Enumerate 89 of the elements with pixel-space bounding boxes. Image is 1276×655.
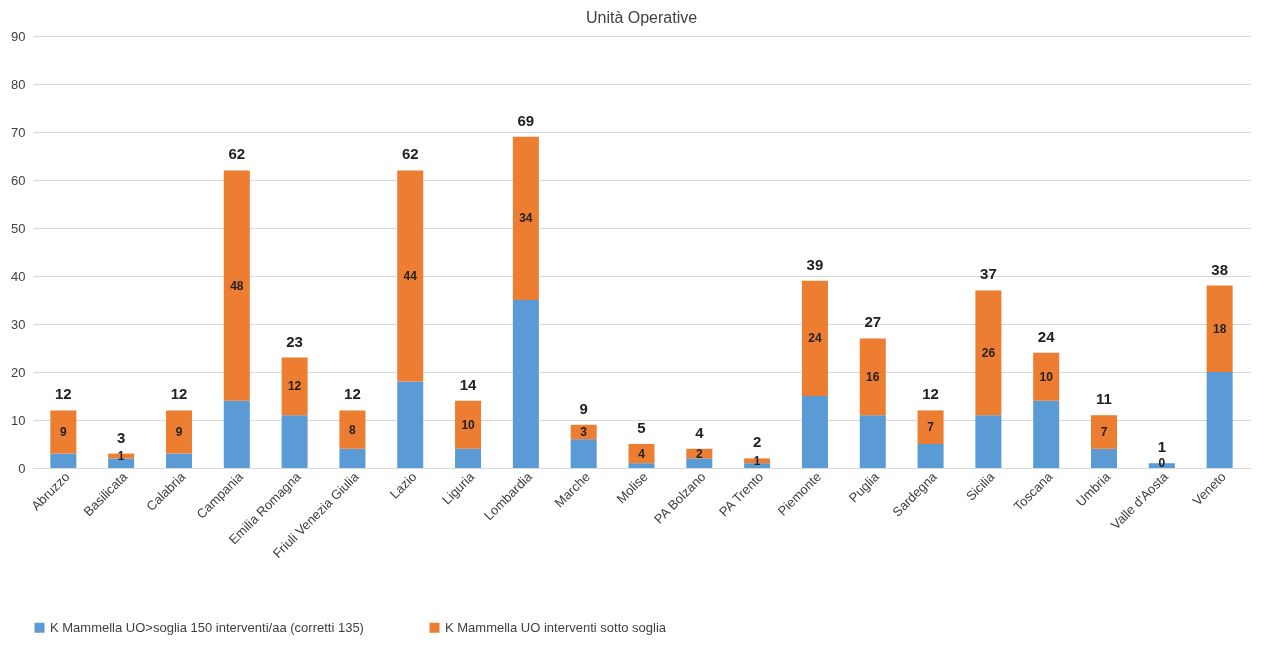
bar (801, 280, 828, 396)
data-label: 18 (1212, 321, 1227, 336)
bar (975, 290, 1002, 416)
bar (1206, 372, 1233, 468)
total-label: 39 (806, 255, 824, 273)
bar (50, 453, 77, 468)
bar (859, 338, 886, 416)
data-label: 10 (1039, 369, 1054, 384)
bar (165, 410, 192, 454)
bar (223, 170, 250, 401)
bar (1033, 400, 1060, 468)
y-tick-label: 40 (11, 268, 26, 284)
data-label: 24 (808, 331, 822, 346)
legend-label: K Mammella UO interventi sotto soglia (445, 619, 667, 635)
data-label: 10 (461, 417, 476, 432)
data-label: 4 (638, 446, 646, 461)
bar (628, 444, 655, 464)
total-label: 12 (344, 385, 361, 403)
data-label: 16 (866, 369, 880, 384)
legend-label: K Mammella UO>soglia 150 interventi/aa (corretti 135) (50, 619, 364, 635)
data-label: 2 (695, 446, 703, 461)
y-tick-label: 90 (11, 28, 26, 44)
bar (917, 410, 944, 444)
total-label: 4 (695, 423, 705, 441)
bar (859, 415, 886, 468)
bar (975, 415, 1002, 468)
total-label: 24 (1037, 327, 1056, 345)
bar (1206, 285, 1233, 372)
bar (744, 458, 771, 464)
bar (281, 415, 308, 468)
bar (512, 136, 539, 300)
data-label: 3 (580, 425, 588, 439)
y-tick-label: 10 (11, 412, 26, 428)
y-tick-label: 30 (11, 316, 26, 332)
bar (397, 170, 424, 382)
total-label: 27 (864, 313, 882, 331)
bar (686, 458, 713, 468)
total-label: 12 (55, 385, 72, 403)
data-label: 7 (1100, 425, 1108, 439)
data-label: 9 (175, 425, 183, 439)
total-label: 3 (117, 428, 126, 446)
y-tick-label: 80 (11, 76, 26, 92)
bar (50, 410, 77, 454)
total-label: 14 (459, 375, 478, 393)
bar (281, 357, 308, 416)
bar (744, 463, 771, 468)
total-label: 12 (922, 385, 939, 403)
data-label: 48 (230, 278, 244, 293)
bar (223, 400, 250, 468)
data-label: 12 (287, 379, 302, 394)
total-label: 1 (1157, 438, 1166, 456)
bar (570, 439, 597, 468)
bar (108, 458, 135, 468)
y-tick-label: 70 (11, 124, 26, 140)
total-label: 9 (579, 399, 588, 417)
bar (512, 300, 539, 468)
bar (628, 463, 655, 468)
total-label: 62 (401, 145, 419, 163)
chart-title: Unità Operative (585, 9, 698, 26)
total-label: 11 (1096, 390, 1112, 408)
total-label: 38 (1211, 260, 1228, 278)
total-label: 2 (752, 433, 762, 451)
bar (1033, 352, 1060, 401)
total-label: 23 (286, 332, 303, 350)
y-tick-label: 60 (11, 172, 26, 188)
bar (1091, 415, 1118, 449)
bar (801, 396, 828, 468)
total-label: 37 (980, 265, 997, 283)
bar (165, 453, 192, 468)
total-label: 62 (228, 145, 246, 163)
y-tick-label: 20 (11, 364, 26, 380)
data-label: 44 (403, 269, 418, 283)
y-tick-label: 50 (11, 220, 26, 236)
total-label: 12 (170, 385, 188, 403)
bar (917, 444, 944, 468)
y-tick-label: 0 (18, 460, 26, 476)
data-label: 34 (519, 211, 533, 226)
total-label: 5 (637, 419, 646, 436)
data-label: 7 (927, 420, 935, 435)
bar (455, 448, 482, 468)
data-label: 9 (60, 425, 68, 439)
total-label: 69 (517, 111, 535, 129)
bar (397, 381, 424, 468)
bar (339, 410, 366, 449)
bar (339, 448, 366, 468)
bar (1091, 448, 1118, 468)
bar (455, 400, 482, 449)
data-label: 26 (981, 345, 996, 360)
data-label: 8 (349, 422, 357, 437)
